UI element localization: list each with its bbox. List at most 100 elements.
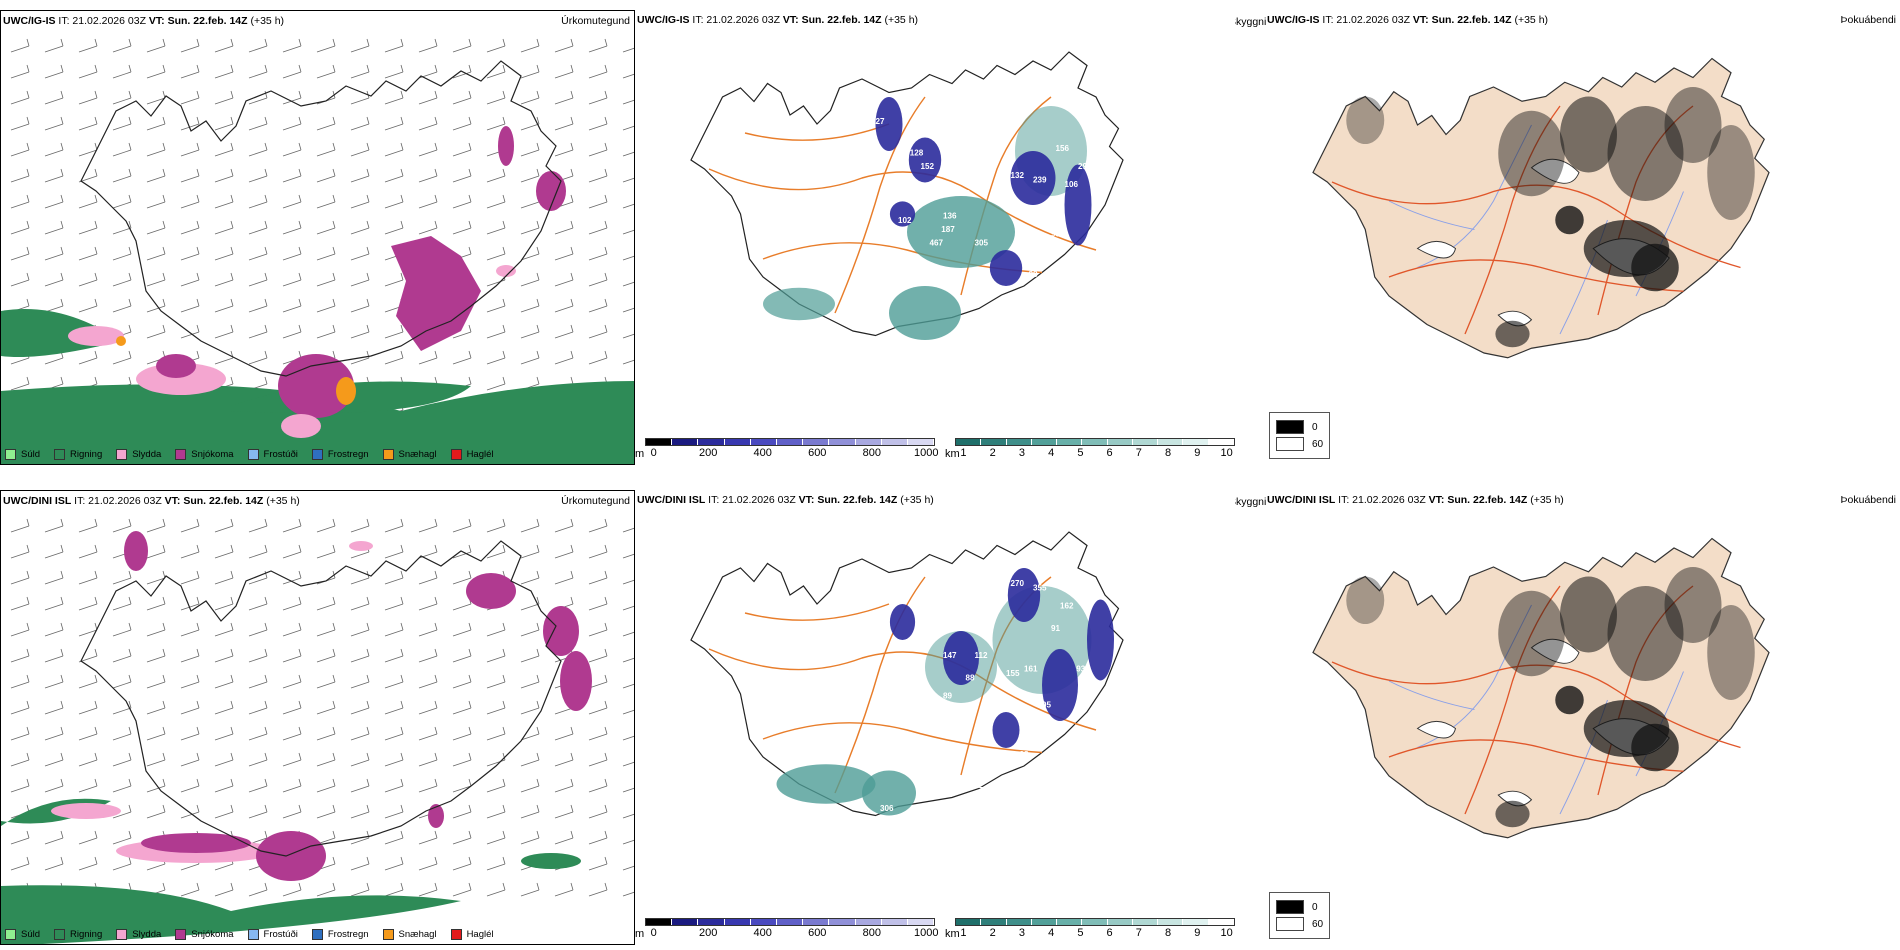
legend-swatch <box>5 449 16 460</box>
scale-color-step <box>1057 919 1083 925</box>
panel-header: UWC/DINI ISL IT: 21.02.2026 03Z VT: Sun.… <box>1267 494 1564 506</box>
ceiling-label: 11 <box>1006 315 1015 324</box>
visibility-scale: km 1 2 3 4 5 6 7 8 9 10 <box>945 438 1235 460</box>
scale-tick-label: 4 <box>1048 927 1055 939</box>
scale-tick-label: 9 <box>1194 927 1201 939</box>
scale-colorbar <box>645 918 935 926</box>
ceiling-label: 155 <box>1006 669 1020 678</box>
ceiling-label: 91 <box>1051 624 1061 633</box>
scale-colorbar <box>955 438 1235 446</box>
legend-item: Haglél <box>450 929 494 940</box>
ceiling-label: 93 <box>1078 678 1088 687</box>
legend-swatch <box>311 449 323 460</box>
ceiling-label: 102 <box>898 216 912 225</box>
legend-item: Haglél <box>450 449 494 460</box>
scale-tick-label: 2 <box>989 927 996 939</box>
ceiling-label: 120 <box>925 606 939 615</box>
scale-color-step <box>855 439 882 445</box>
scale-unit: m <box>635 928 645 940</box>
ceiling-label: 106 <box>1065 180 1079 189</box>
ceiling-scale: m 0 200 400 600 800 1000 <box>635 438 939 460</box>
legend-label: Súld <box>21 929 41 940</box>
ceiling-label: 161 <box>1024 665 1038 674</box>
panel-header: UWC/IG-IS IT: 21.02.2026 03Z VT: Sun. 22… <box>3 15 285 27</box>
fog-legend-label: 60 <box>1312 918 1324 930</box>
ceiling-label: 63 <box>1042 257 1052 266</box>
scale-color-step <box>1082 439 1108 445</box>
ceiling-label: 112 <box>975 651 989 660</box>
scale-tick-label: 1000 <box>914 927 939 939</box>
scale-color-step <box>776 439 804 445</box>
scale-color-step <box>646 919 673 925</box>
scale-color-step <box>1132 919 1159 925</box>
scale-tick-label: 0 <box>650 447 657 459</box>
fog-legend: 0 60 <box>1269 892 1331 939</box>
legend-item: Snjókoma <box>175 929 234 940</box>
ceiling-label: 93 <box>1076 665 1086 674</box>
legend-item: Frostregn <box>311 449 369 460</box>
scale-tick-label: 5 <box>1077 927 1084 939</box>
ceiling-label: 2 <box>741 68 746 77</box>
fog-legend: 0 60 <box>1269 412 1331 459</box>
legend-swatch <box>247 929 259 940</box>
fog-panel-row1: Skyggni UWC/IG-IS IT: 21.02.2026 03Z VT:… <box>1235 10 1900 465</box>
scale-tick-label: 400 <box>753 927 772 939</box>
ceiling-label: 147 <box>943 651 957 660</box>
legend-swatch <box>382 449 394 460</box>
legend-label: Frostúði <box>263 929 298 940</box>
scale-color-step <box>1183 919 1209 925</box>
scale-color-step <box>1132 439 1159 445</box>
ceiling-label: 88 <box>966 674 976 683</box>
scale-tick-label: 800 <box>862 927 881 939</box>
fog-legend-swatch <box>1276 420 1304 434</box>
panel-title: Úrkomutegund <box>561 495 630 507</box>
scale-color-step <box>956 439 982 445</box>
scale-tick-label: 10 <box>1220 927 1233 939</box>
scale-color-step <box>1158 439 1184 445</box>
scale-tick-label: 8 <box>1165 927 1172 939</box>
panel-title: Þokuábendi <box>1840 494 1896 506</box>
scale-tick-label: 10 <box>1220 447 1233 459</box>
scale-tick-label: 6 <box>1106 447 1113 459</box>
legend-label: Snæhagl <box>398 929 437 940</box>
scale-color-step <box>1006 919 1032 925</box>
legend-label: Snjókoma <box>191 929 234 940</box>
ceiling-label: 141 <box>979 759 993 768</box>
legend-swatch <box>450 929 462 940</box>
legend-label: Súld <box>21 449 41 460</box>
scale-color-step <box>750 919 777 925</box>
ceiling-label: 136 <box>943 212 957 221</box>
ceiling-label: 292 <box>1078 162 1092 171</box>
legend-item: Frostúði <box>247 929 298 940</box>
ceiling-label: 152 <box>921 162 935 171</box>
panel-title: Þokuábendi <box>1840 14 1896 26</box>
legend-label: Haglél <box>466 449 494 460</box>
precip-legend: Súld Rigning Slydda Snjókoma Frostúði Frostre… <box>5 449 494 460</box>
legend-item: Rigning <box>54 449 102 460</box>
scale-tick-label: 600 <box>808 927 827 939</box>
legend-swatch <box>311 929 323 940</box>
legend-label: Frostúði <box>263 449 298 460</box>
ceiling-label: 128 <box>910 149 924 158</box>
legend-item: Frostregn <box>311 929 369 940</box>
scale-color-step <box>698 439 725 445</box>
scale-color-step <box>1208 919 1234 925</box>
ceiling-label: 306 <box>880 804 894 813</box>
scale-tick-label: 200 <box>699 447 718 459</box>
fog-legend-swatch <box>1276 437 1304 451</box>
scale-tick-label: 0 <box>650 927 657 939</box>
legend-swatch <box>5 929 16 940</box>
legend-swatch <box>175 449 187 460</box>
ceiling-visibility-map: 2 27 128 152 83 105 132 239 106 292 102 136 187 467 30… <box>690 51 1124 360</box>
ceiling-visibility-map: 270 355 162 91 147 112 88 155 161 93 93 89 105 141 98 7… <box>690 531 1124 845</box>
scale-color-step <box>724 919 751 925</box>
scale-tick-label: 1000 <box>914 447 939 459</box>
legend-label: Snæhagl <box>398 449 437 460</box>
scale-tick-label: 8 <box>1165 447 1172 459</box>
scale-unit: km <box>945 448 960 460</box>
ceiling-label: 345 <box>876 351 890 360</box>
ceiling-label: 105 <box>1038 701 1052 710</box>
panel-header: UWC/IG-IS IT: 21.02.2026 03Z VT: Sun. 22… <box>637 14 919 26</box>
scale-color-step <box>698 919 725 925</box>
scale-colorbar <box>645 438 935 446</box>
